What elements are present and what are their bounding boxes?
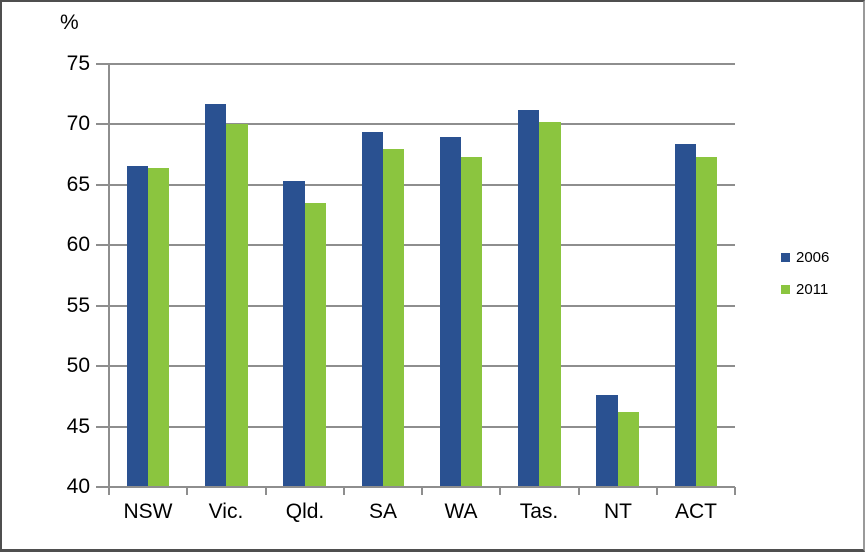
legend-swatch-2011 — [781, 285, 790, 294]
x-tick-label-WA: WA — [444, 500, 478, 523]
legend-swatch-2006 — [781, 253, 790, 262]
y-tick-label-55: 55 — [66, 294, 90, 317]
bar-2011-Qld — [305, 203, 326, 487]
bar-2006-ACT — [675, 144, 696, 487]
x-tick-label-Qld: Qld. — [285, 500, 325, 523]
x-tick-label-SA: SA — [368, 500, 397, 523]
bar-2006-SA — [362, 132, 383, 487]
x-axis-tick — [656, 487, 658, 495]
bar-2011-SA — [383, 149, 404, 487]
x-tick-label-ACT: ACT — [675, 500, 717, 523]
gridline-45 — [96, 426, 735, 428]
x-axis-tick — [186, 487, 188, 495]
y-tick-label-45: 45 — [66, 415, 90, 438]
x-axis-tick — [578, 487, 580, 495]
y-axis-line — [108, 63, 110, 495]
gridline-55 — [96, 305, 735, 307]
x-axis-tick — [499, 487, 501, 495]
x-axis-tick — [343, 487, 345, 495]
x-tick-label-Vic: Vic. — [208, 500, 244, 523]
legend-item-2011: 2011 — [781, 281, 829, 298]
bar-2011-NT — [618, 412, 639, 487]
y-tick-label-60: 60 — [66, 233, 90, 256]
gridline-65 — [96, 184, 735, 186]
y-tick-label-40: 40 — [66, 475, 90, 498]
x-axis-line — [96, 486, 735, 488]
bar-2006-Qld — [283, 181, 305, 487]
gridline-70 — [96, 123, 735, 125]
bar-2011-Tas — [539, 122, 561, 487]
x-axis-tick — [734, 487, 736, 495]
y-tick-label-70: 70 — [66, 112, 90, 135]
bar-2006-NT — [596, 395, 618, 487]
bar-2011-Vic — [226, 124, 248, 487]
x-tick-label-NT: NT — [604, 500, 632, 523]
legend: 2006 2011 — [781, 249, 829, 298]
legend-label-2006: 2006 — [796, 249, 830, 266]
gridline-75 — [96, 63, 735, 65]
y-tick-label-50: 50 — [66, 354, 90, 377]
bar-2006-NSW — [127, 166, 148, 487]
legend-item-2006: 2006 — [781, 249, 829, 266]
bar-2011-WA — [461, 157, 482, 487]
bar-2006-Tas — [518, 110, 539, 487]
bar-2006-Vic — [205, 104, 226, 487]
gridline-60 — [96, 244, 735, 246]
y-tick-label-75: 75 — [66, 52, 90, 75]
x-axis-tick — [421, 487, 423, 495]
x-tick-label-NSW: NSW — [123, 500, 173, 523]
bar-2011-NSW — [148, 168, 169, 487]
legend-label-2011: 2011 — [796, 281, 829, 298]
gridline-50 — [96, 365, 735, 367]
x-axis-tick — [265, 487, 267, 495]
y-axis-unit-label: % — [60, 11, 79, 34]
x-axis-tick — [108, 487, 110, 495]
bar-2006-WA — [440, 137, 461, 487]
x-tick-label-Tas: Tas. — [519, 500, 559, 523]
y-tick-label-65: 65 — [66, 173, 90, 196]
bar-2011-ACT — [696, 157, 717, 487]
